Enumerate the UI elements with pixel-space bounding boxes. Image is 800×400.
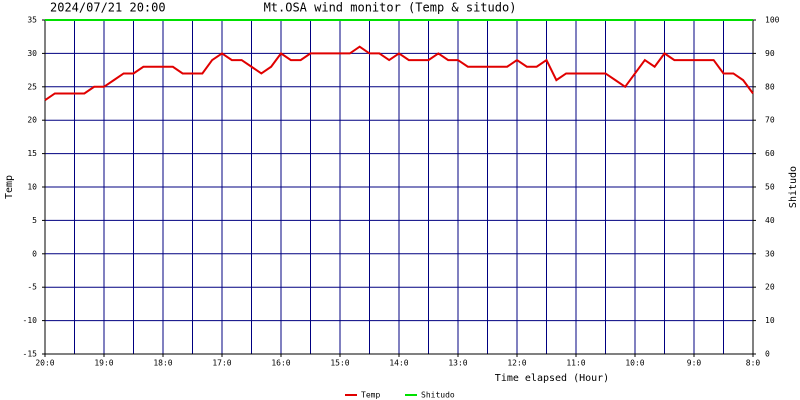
x-tick-label: 17:0	[212, 359, 231, 368]
chart-title: Mt.OSA wind monitor (Temp & situdo)	[264, 1, 517, 15]
x-tick-label: 8:0	[746, 359, 761, 368]
y-tick-label: 5	[32, 216, 37, 225]
y2-tick-label: 70	[765, 116, 775, 125]
y2-tick-label: 0	[765, 350, 770, 359]
x-tick-label: 15:0	[330, 359, 349, 368]
x-tick-label: 13:0	[448, 359, 467, 368]
x-tick-label: 19:0	[94, 359, 113, 368]
x-tick-label: 10:0	[625, 359, 644, 368]
legend-label: Temp	[361, 391, 380, 400]
x-tick-label: 11:0	[566, 359, 585, 368]
y-tick-label: 25	[27, 82, 37, 91]
y2-tick-label: 40	[765, 216, 775, 225]
x-tick-label: 20:0	[35, 359, 54, 368]
y2-tick-label: 60	[765, 149, 775, 158]
y-axis-label: Temp	[4, 175, 15, 199]
y2-tick-label: 50	[765, 183, 775, 192]
legend-label: Shitudo	[421, 391, 455, 400]
data-line	[44, 45, 754, 101]
x-tick-label: 18:0	[153, 359, 172, 368]
y-tick-label: 0	[32, 249, 37, 258]
y2-tick-label: 80	[765, 82, 775, 91]
y2-tick-label: 90	[765, 49, 775, 58]
chart-subtitle: 2024/07/21 20:00	[50, 1, 166, 15]
x-tick-label: 9:0	[687, 359, 702, 368]
y-tick-label: 30	[27, 49, 37, 58]
y2-axis-label: Shitudo	[788, 166, 799, 208]
y2-tick-label: 20	[765, 283, 775, 292]
y-tick-label: 35	[27, 16, 37, 25]
y-tick-label: 10	[27, 183, 37, 192]
y2-tick-label: 10	[765, 316, 775, 325]
y-tick-label: -5	[27, 283, 37, 292]
y-tick-label: -15	[23, 350, 38, 359]
y2-tick-label: 100	[765, 16, 780, 25]
y2-tick-label: 30	[765, 249, 775, 258]
x-tick-label: 12:0	[507, 359, 526, 368]
x-tick-label: 16:0	[271, 359, 290, 368]
y-tick-label: 15	[27, 149, 37, 158]
y-tick-label: 20	[27, 116, 37, 125]
x-tick-label: 14:0	[389, 359, 408, 368]
y-tick-label: -10	[23, 316, 38, 325]
x-axis-label: Time elapsed (Hour)	[495, 373, 609, 384]
